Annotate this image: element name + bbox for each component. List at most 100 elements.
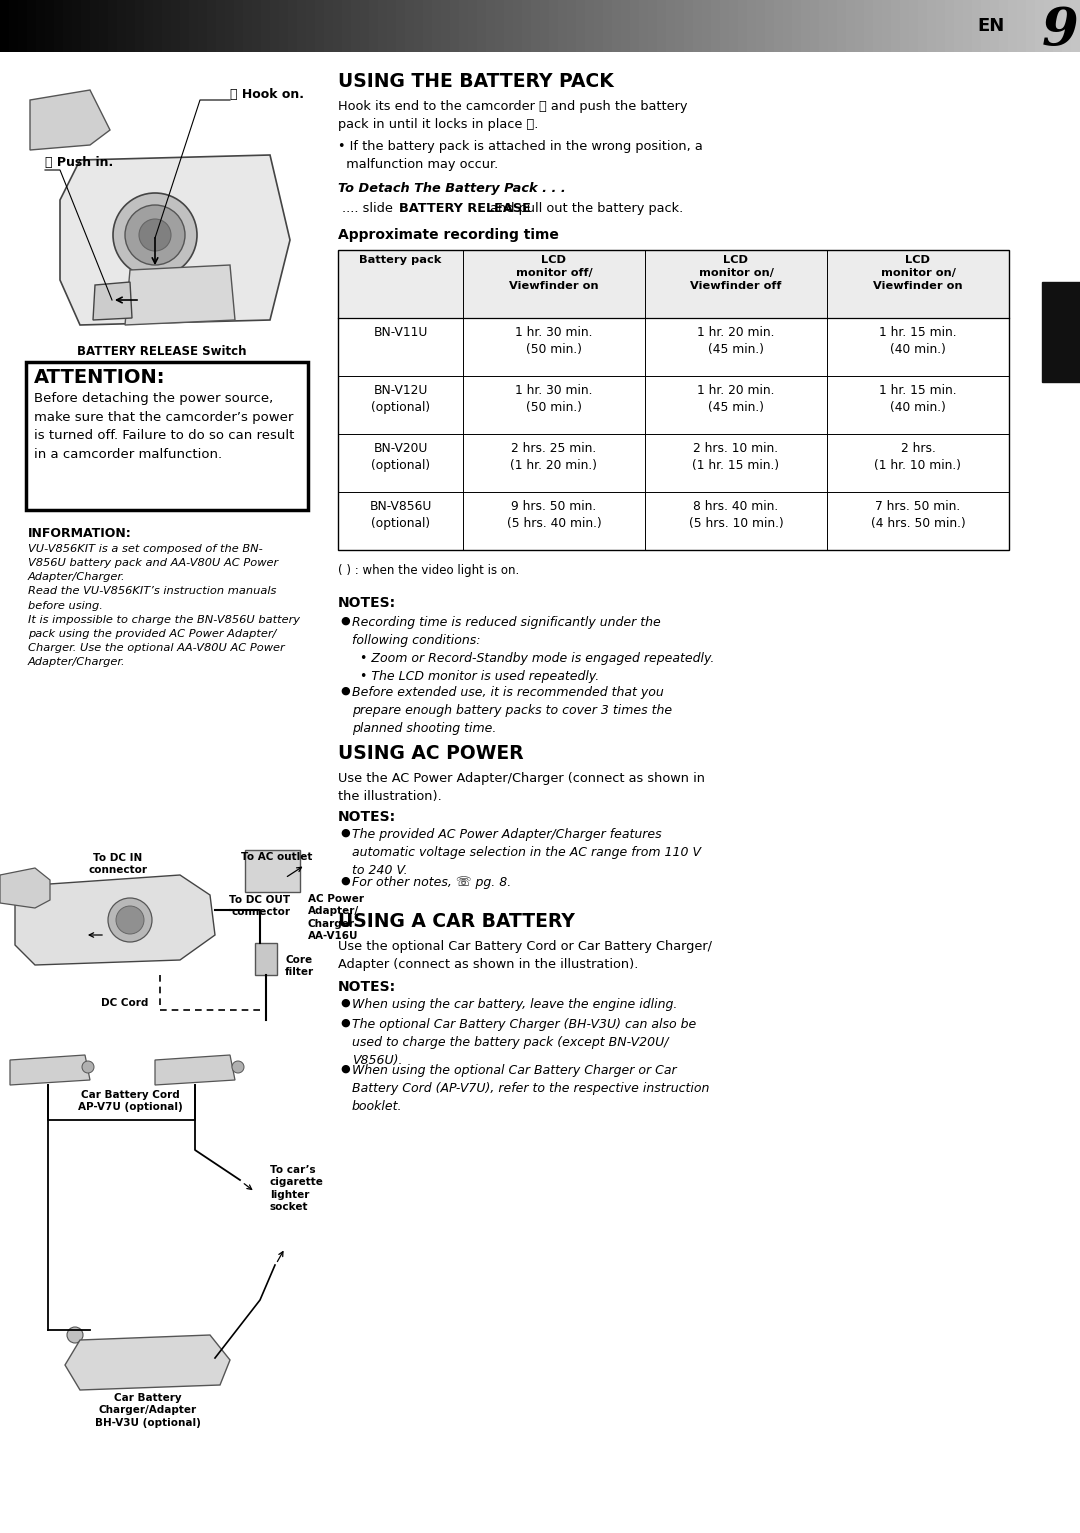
Text: Hook its end to the camcorder Ⓐ and push the battery
pack in until it locks in p: Hook its end to the camcorder Ⓐ and push… (338, 100, 688, 130)
Bar (369, 0, 378, 52)
Bar (666, 0, 675, 52)
Circle shape (232, 1061, 244, 1073)
Text: 2 hrs. 25 min.
(1 hr. 20 min.): 2 hrs. 25 min. (1 hr. 20 min.) (511, 442, 597, 472)
Text: 9: 9 (1041, 6, 1078, 57)
Text: USING A CAR BATTERY: USING A CAR BATTERY (338, 912, 575, 931)
Bar (693, 0, 702, 52)
Bar (729, 0, 738, 52)
Bar (963, 0, 972, 52)
Text: BATTERY RELEASE: BATTERY RELEASE (400, 202, 531, 215)
Bar (338, 250, 1009, 317)
Polygon shape (93, 282, 132, 320)
Polygon shape (15, 875, 215, 964)
Bar (315, 0, 324, 52)
Circle shape (108, 898, 152, 941)
Text: NOTES:: NOTES: (338, 980, 396, 993)
Text: The optional Car Battery Charger (BH-V3U) can also be
used to charge the battery: The optional Car Battery Charger (BH-V3U… (352, 1018, 697, 1067)
Bar (216, 0, 225, 52)
Text: ●: ● (340, 1018, 350, 1029)
Bar (0, 0, 9, 52)
Text: Battery pack: Battery pack (360, 254, 442, 265)
Bar (684, 0, 693, 52)
Bar (441, 0, 450, 52)
Bar (1053, 0, 1062, 52)
Bar (450, 0, 459, 52)
Bar (180, 0, 189, 52)
Bar (338, 492, 1009, 550)
Text: Use the optional Car Battery Cord or Car Battery Charger/
Adapter (connect as sh: Use the optional Car Battery Cord or Car… (338, 940, 712, 970)
Text: BN-V11U: BN-V11U (374, 327, 428, 339)
Bar (747, 0, 756, 52)
Bar (243, 0, 252, 52)
Text: BN-V12U
(optional): BN-V12U (optional) (370, 383, 430, 414)
Bar (338, 250, 1009, 550)
Text: ●: ● (340, 1064, 350, 1075)
Bar (338, 317, 1009, 376)
Text: 1 hr. 30 min.
(50 min.): 1 hr. 30 min. (50 min.) (515, 383, 593, 414)
Bar (387, 0, 396, 52)
Text: ATTENTION:: ATTENTION: (33, 368, 165, 386)
Bar (1008, 0, 1017, 52)
Bar (306, 0, 315, 52)
Bar (171, 0, 180, 52)
Bar (1071, 0, 1080, 52)
Bar (522, 0, 531, 52)
Circle shape (67, 1328, 83, 1343)
Bar (270, 0, 279, 52)
Text: 7 hrs. 50 min.
(4 hrs. 50 min.): 7 hrs. 50 min. (4 hrs. 50 min.) (870, 500, 966, 530)
Bar (333, 0, 342, 52)
Polygon shape (30, 90, 110, 150)
Circle shape (82, 1061, 94, 1073)
Text: NOTES:: NOTES: (338, 809, 396, 825)
Bar (900, 0, 909, 52)
Bar (90, 0, 99, 52)
Bar (648, 0, 657, 52)
Bar (783, 0, 792, 52)
Text: DC Cord: DC Cord (100, 998, 148, 1009)
Bar (297, 0, 306, 52)
Bar (45, 0, 54, 52)
Text: AC Power
Adapter/
Charger
AA-V16U: AC Power Adapter/ Charger AA-V16U (308, 894, 364, 941)
Bar (639, 0, 648, 52)
Text: 2 hrs.
(1 hr. 10 min.): 2 hrs. (1 hr. 10 min.) (875, 442, 961, 472)
Bar (1026, 0, 1035, 52)
Bar (18, 0, 27, 52)
Text: Car Battery
Charger/Adapter
BH-V3U (optional): Car Battery Charger/Adapter BH-V3U (opti… (95, 1393, 201, 1427)
Bar (837, 0, 846, 52)
Bar (252, 0, 261, 52)
Bar (765, 0, 774, 52)
Bar (999, 0, 1008, 52)
Text: Approximate recording time: Approximate recording time (338, 228, 558, 242)
Bar (936, 0, 945, 52)
Bar (495, 0, 504, 52)
Text: ●: ● (340, 998, 350, 1009)
Text: Before detaching the power source,
make sure that the camcorder’s power
is turne: Before detaching the power source, make … (33, 392, 295, 460)
Bar (324, 0, 333, 52)
Text: INFORMATION:: INFORMATION: (28, 527, 132, 540)
Text: 1 hr. 20 min.
(45 min.): 1 hr. 20 min. (45 min.) (698, 383, 774, 414)
Text: USING AC POWER: USING AC POWER (338, 744, 524, 763)
Bar (1042, 282, 1080, 382)
Bar (36, 0, 45, 52)
Text: USING THE BATTERY PACK: USING THE BATTERY PACK (338, 72, 613, 90)
Text: 1 hr. 15 min.
(40 min.): 1 hr. 15 min. (40 min.) (879, 327, 957, 356)
Text: 1 hr. 20 min.
(45 min.): 1 hr. 20 min. (45 min.) (698, 327, 774, 356)
Bar (162, 0, 171, 52)
Bar (792, 0, 801, 52)
Bar (405, 0, 414, 52)
Bar (225, 0, 234, 52)
Bar (945, 0, 954, 52)
Bar (1044, 0, 1053, 52)
Bar (819, 0, 828, 52)
Polygon shape (60, 155, 291, 325)
Text: BN-V856U
(optional): BN-V856U (optional) (369, 500, 432, 530)
Text: Car Battery Cord
AP-V7U (optional): Car Battery Cord AP-V7U (optional) (78, 1090, 183, 1113)
Bar (873, 0, 882, 52)
Text: EN: EN (977, 17, 1005, 35)
Text: and pull out the battery pack.: and pull out the battery pack. (486, 202, 684, 215)
Bar (396, 0, 405, 52)
Text: LCD
monitor on/
Viewfinder off: LCD monitor on/ Viewfinder off (690, 254, 782, 291)
Bar (153, 0, 162, 52)
Bar (198, 0, 207, 52)
Bar (540, 0, 549, 52)
